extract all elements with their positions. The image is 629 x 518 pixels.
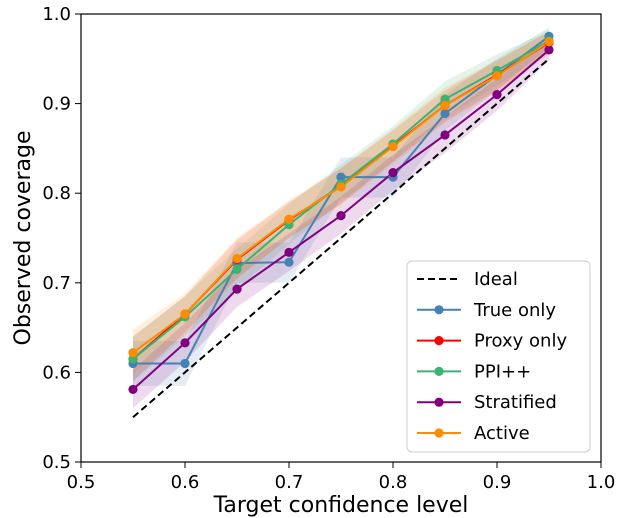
stratified-point [232, 284, 242, 294]
true-only-point [180, 358, 190, 369]
y-tick-label: 0.7 [42, 273, 71, 294]
active-point [336, 182, 346, 192]
x-tick-label: 0.9 [483, 472, 512, 493]
stratified-point [388, 167, 398, 178]
true-only-legend-label: True only [473, 300, 556, 321]
x-axis-label: Target confidence level [213, 493, 469, 518]
x-tick-label: 0.7 [275, 472, 304, 493]
x-tick-label: 0.6 [171, 472, 200, 493]
active-point [440, 100, 450, 110]
true-only-legend-marker [434, 305, 444, 315]
active-point [492, 71, 502, 81]
y-axis-ticks: 0.5 0.6 0.7 0.8 0.9 1.0 [42, 4, 81, 473]
proxy-only-legend-marker [434, 336, 444, 346]
active-point [388, 142, 398, 152]
y-tick-label: 0.9 [42, 94, 71, 115]
stratified-point [284, 247, 294, 257]
stratified-point [128, 384, 138, 395]
y-tick-label: 0.6 [42, 362, 71, 383]
proxy-only-legend-label: Proxy only [474, 331, 567, 352]
legend: Ideal True only Proxy only PPI++ Stratified A… [406, 260, 591, 453]
stratified-point [180, 338, 190, 348]
x-tick-label: 0.8 [379, 472, 408, 493]
ppiplusplus-legend-marker [434, 366, 444, 376]
x-axis-ticks: 0.5 0.6 0.7 0.8 0.9 1.0 [67, 462, 616, 493]
active-point [128, 348, 138, 358]
stratified-point [544, 45, 554, 55]
proxy-only-band [133, 31, 549, 382]
active-legend-label: Active [474, 423, 530, 444]
ideal-legend-label: Ideal [474, 269, 518, 290]
ppiplusplus-point [232, 264, 242, 274]
plot-frame [80, 13, 602, 463]
active-point [180, 309, 190, 319]
true-only-point [336, 172, 346, 182]
stratified-legend-label: Stratified [474, 392, 557, 413]
active-point [284, 214, 294, 224]
stratified-point [440, 130, 450, 140]
series-markers [128, 31, 554, 395]
active-point [232, 254, 242, 264]
x-tick-label: 0.5 [67, 472, 96, 493]
x-tick-label: 1.0 [587, 472, 616, 493]
y-tick-label: 0.5 [42, 452, 71, 473]
legend-box [406, 260, 591, 453]
active-legend-marker [434, 428, 444, 438]
ideal-line-layer [132, 58, 550, 418]
true-only-point [440, 108, 450, 119]
stratified-point [492, 90, 502, 100]
ppiplusplus-legend-label: PPI++ [474, 361, 531, 382]
y-axis-label: Observed coverage [11, 131, 36, 346]
stratified-point [336, 211, 346, 221]
stratified-legend-marker [434, 397, 444, 407]
active-point [544, 37, 554, 47]
y-tick-label: 1.0 [42, 4, 71, 25]
true-only-point [284, 257, 294, 267]
ideal-line [132, 58, 550, 418]
y-tick-label: 0.8 [42, 183, 71, 204]
